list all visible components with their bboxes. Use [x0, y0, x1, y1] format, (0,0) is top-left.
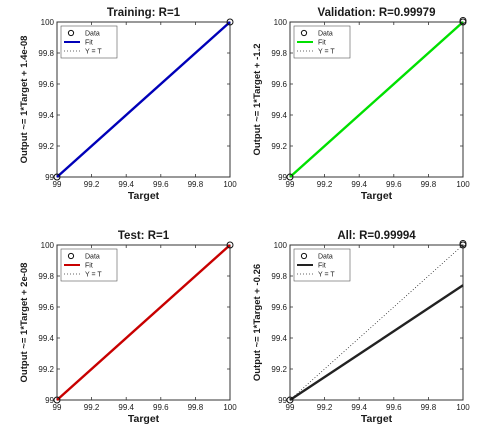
legend-data-marker — [300, 29, 308, 37]
x-tick-label: 99.4 — [118, 180, 134, 189]
legend-identity-label: Y = T — [318, 49, 335, 56]
legend-data-label: Data — [318, 31, 333, 38]
legend-data-label: Data — [318, 254, 333, 261]
legend-data-marker — [300, 252, 308, 260]
y-tick-label: 99 — [45, 396, 54, 405]
legend-fit-label: Fit — [318, 40, 326, 47]
legend-fit-label: Fit — [85, 263, 93, 270]
fit-line — [289, 21, 464, 178]
y-tick-label: 99.2 — [271, 365, 287, 374]
x-tick-label: 99.2 — [84, 403, 100, 412]
x-tick-label: 100 — [456, 403, 470, 412]
regression-panel: 99 99.2 99.4 99.6 99.8 100 99 99.2 99.4 99.6 99.8 1… — [252, 7, 470, 202]
legend-identity-label: Y = T — [318, 272, 335, 279]
y-axis-label: Output ~= 1*Target + -0.26 — [252, 264, 263, 381]
x-tick-label: 99.6 — [153, 403, 169, 412]
y-tick-label: 99.2 — [271, 142, 287, 151]
x-tick-label: 100 — [223, 403, 237, 412]
x-axis-label: Target — [361, 190, 393, 202]
x-tick-label: 99 — [286, 403, 295, 412]
x-tick-label: 99.8 — [421, 180, 437, 189]
x-tick-label: 99.6 — [386, 403, 402, 412]
data-point — [226, 18, 234, 26]
y-axis-label: Output ~= 1*Target + 1.4e-08 — [19, 36, 30, 164]
data-point — [53, 173, 61, 181]
fit-line — [56, 21, 231, 178]
regression-panel: 99 99.2 99.4 99.6 99.8 100 99 99.2 99.4 99.6 99.8 1… — [19, 7, 237, 202]
fit-line — [56, 244, 231, 401]
x-tick-label: 99.2 — [317, 403, 333, 412]
data-point — [53, 396, 61, 404]
y-tick-label: 100 — [41, 18, 55, 27]
x-tick-label: 99.8 — [421, 403, 437, 412]
y-tick-label: 99.2 — [38, 142, 54, 151]
regression-panel: 99 99.2 99.4 99.6 99.8 100 99 99.2 99.4 99.6 99.8 1… — [252, 230, 470, 425]
y-tick-label: 99.8 — [38, 272, 54, 281]
x-tick-label: 99 — [286, 180, 295, 189]
y-tick-label: 99.6 — [38, 80, 54, 89]
y-axis-label: Output ~= 1*Target + 2e-08 — [19, 263, 30, 383]
y-tick-label: 100 — [41, 241, 55, 250]
x-axis-label: Target — [361, 413, 393, 425]
x-tick-label: 99.2 — [84, 180, 100, 189]
legend-data-label: Data — [85, 254, 100, 261]
panel-title: Validation: R=0.99979 — [318, 7, 436, 19]
x-tick-label: 100 — [456, 180, 470, 189]
x-tick-label: 99.4 — [351, 180, 367, 189]
x-tick-label: 99 — [53, 180, 62, 189]
x-tick-label: 100 — [223, 180, 237, 189]
y-tick-label: 99.6 — [271, 80, 287, 89]
legend-identity-label: Y = T — [85, 49, 102, 56]
y-tick-label: 100 — [274, 241, 288, 250]
y-tick-label: 99.8 — [271, 49, 287, 58]
x-tick-label: 99.2 — [317, 180, 333, 189]
x-axis-label: Target — [128, 413, 160, 425]
panel-title: Training: R=1 — [107, 7, 181, 19]
x-tick-label: 99.6 — [153, 180, 169, 189]
x-axis-label: Target — [128, 190, 160, 202]
x-tick-label: 99.8 — [188, 403, 204, 412]
y-tick-label: 99.4 — [38, 334, 54, 343]
data-point — [286, 396, 294, 404]
y-tick-label: 99 — [278, 396, 287, 405]
x-tick-label: 99.4 — [351, 403, 367, 412]
legend-data-marker — [67, 252, 75, 260]
y-tick-label: 99.2 — [38, 365, 54, 374]
legend-data-marker — [67, 29, 75, 37]
fit-line — [289, 284, 464, 402]
panel-title: Test: R=1 — [118, 230, 170, 242]
legend-identity-label: Y = T — [85, 272, 102, 279]
x-tick-label: 99 — [53, 403, 62, 412]
data-point — [226, 241, 234, 249]
x-tick-label: 99.8 — [188, 180, 204, 189]
data-point — [459, 239, 467, 247]
y-tick-label: 100 — [274, 18, 288, 27]
y-axis-label: Output ~= 1*Target + -1.2 — [252, 43, 263, 155]
y-tick-label: 99.8 — [271, 272, 287, 281]
data-point — [286, 173, 294, 181]
regression-panel: 99 99.2 99.4 99.6 99.8 100 99 99.2 99.4 99.6 99.8 1… — [19, 230, 237, 425]
y-tick-label: 99.8 — [38, 49, 54, 58]
y-tick-label: 99.6 — [38, 303, 54, 312]
y-tick-label: 99.6 — [271, 303, 287, 312]
panel-title: All: R=0.99994 — [337, 230, 416, 242]
y-tick-label: 99.4 — [271, 334, 287, 343]
x-tick-label: 99.4 — [118, 403, 134, 412]
legend-fit-label: Fit — [318, 263, 326, 270]
y-tick-label: 99 — [45, 173, 54, 182]
data-point — [459, 16, 467, 24]
y-tick-label: 99 — [278, 173, 287, 182]
y-tick-label: 99.4 — [271, 111, 287, 120]
x-tick-label: 99.6 — [386, 180, 402, 189]
y-tick-label: 99.4 — [38, 111, 54, 120]
legend-data-label: Data — [85, 31, 100, 38]
legend-fit-label: Fit — [85, 40, 93, 47]
